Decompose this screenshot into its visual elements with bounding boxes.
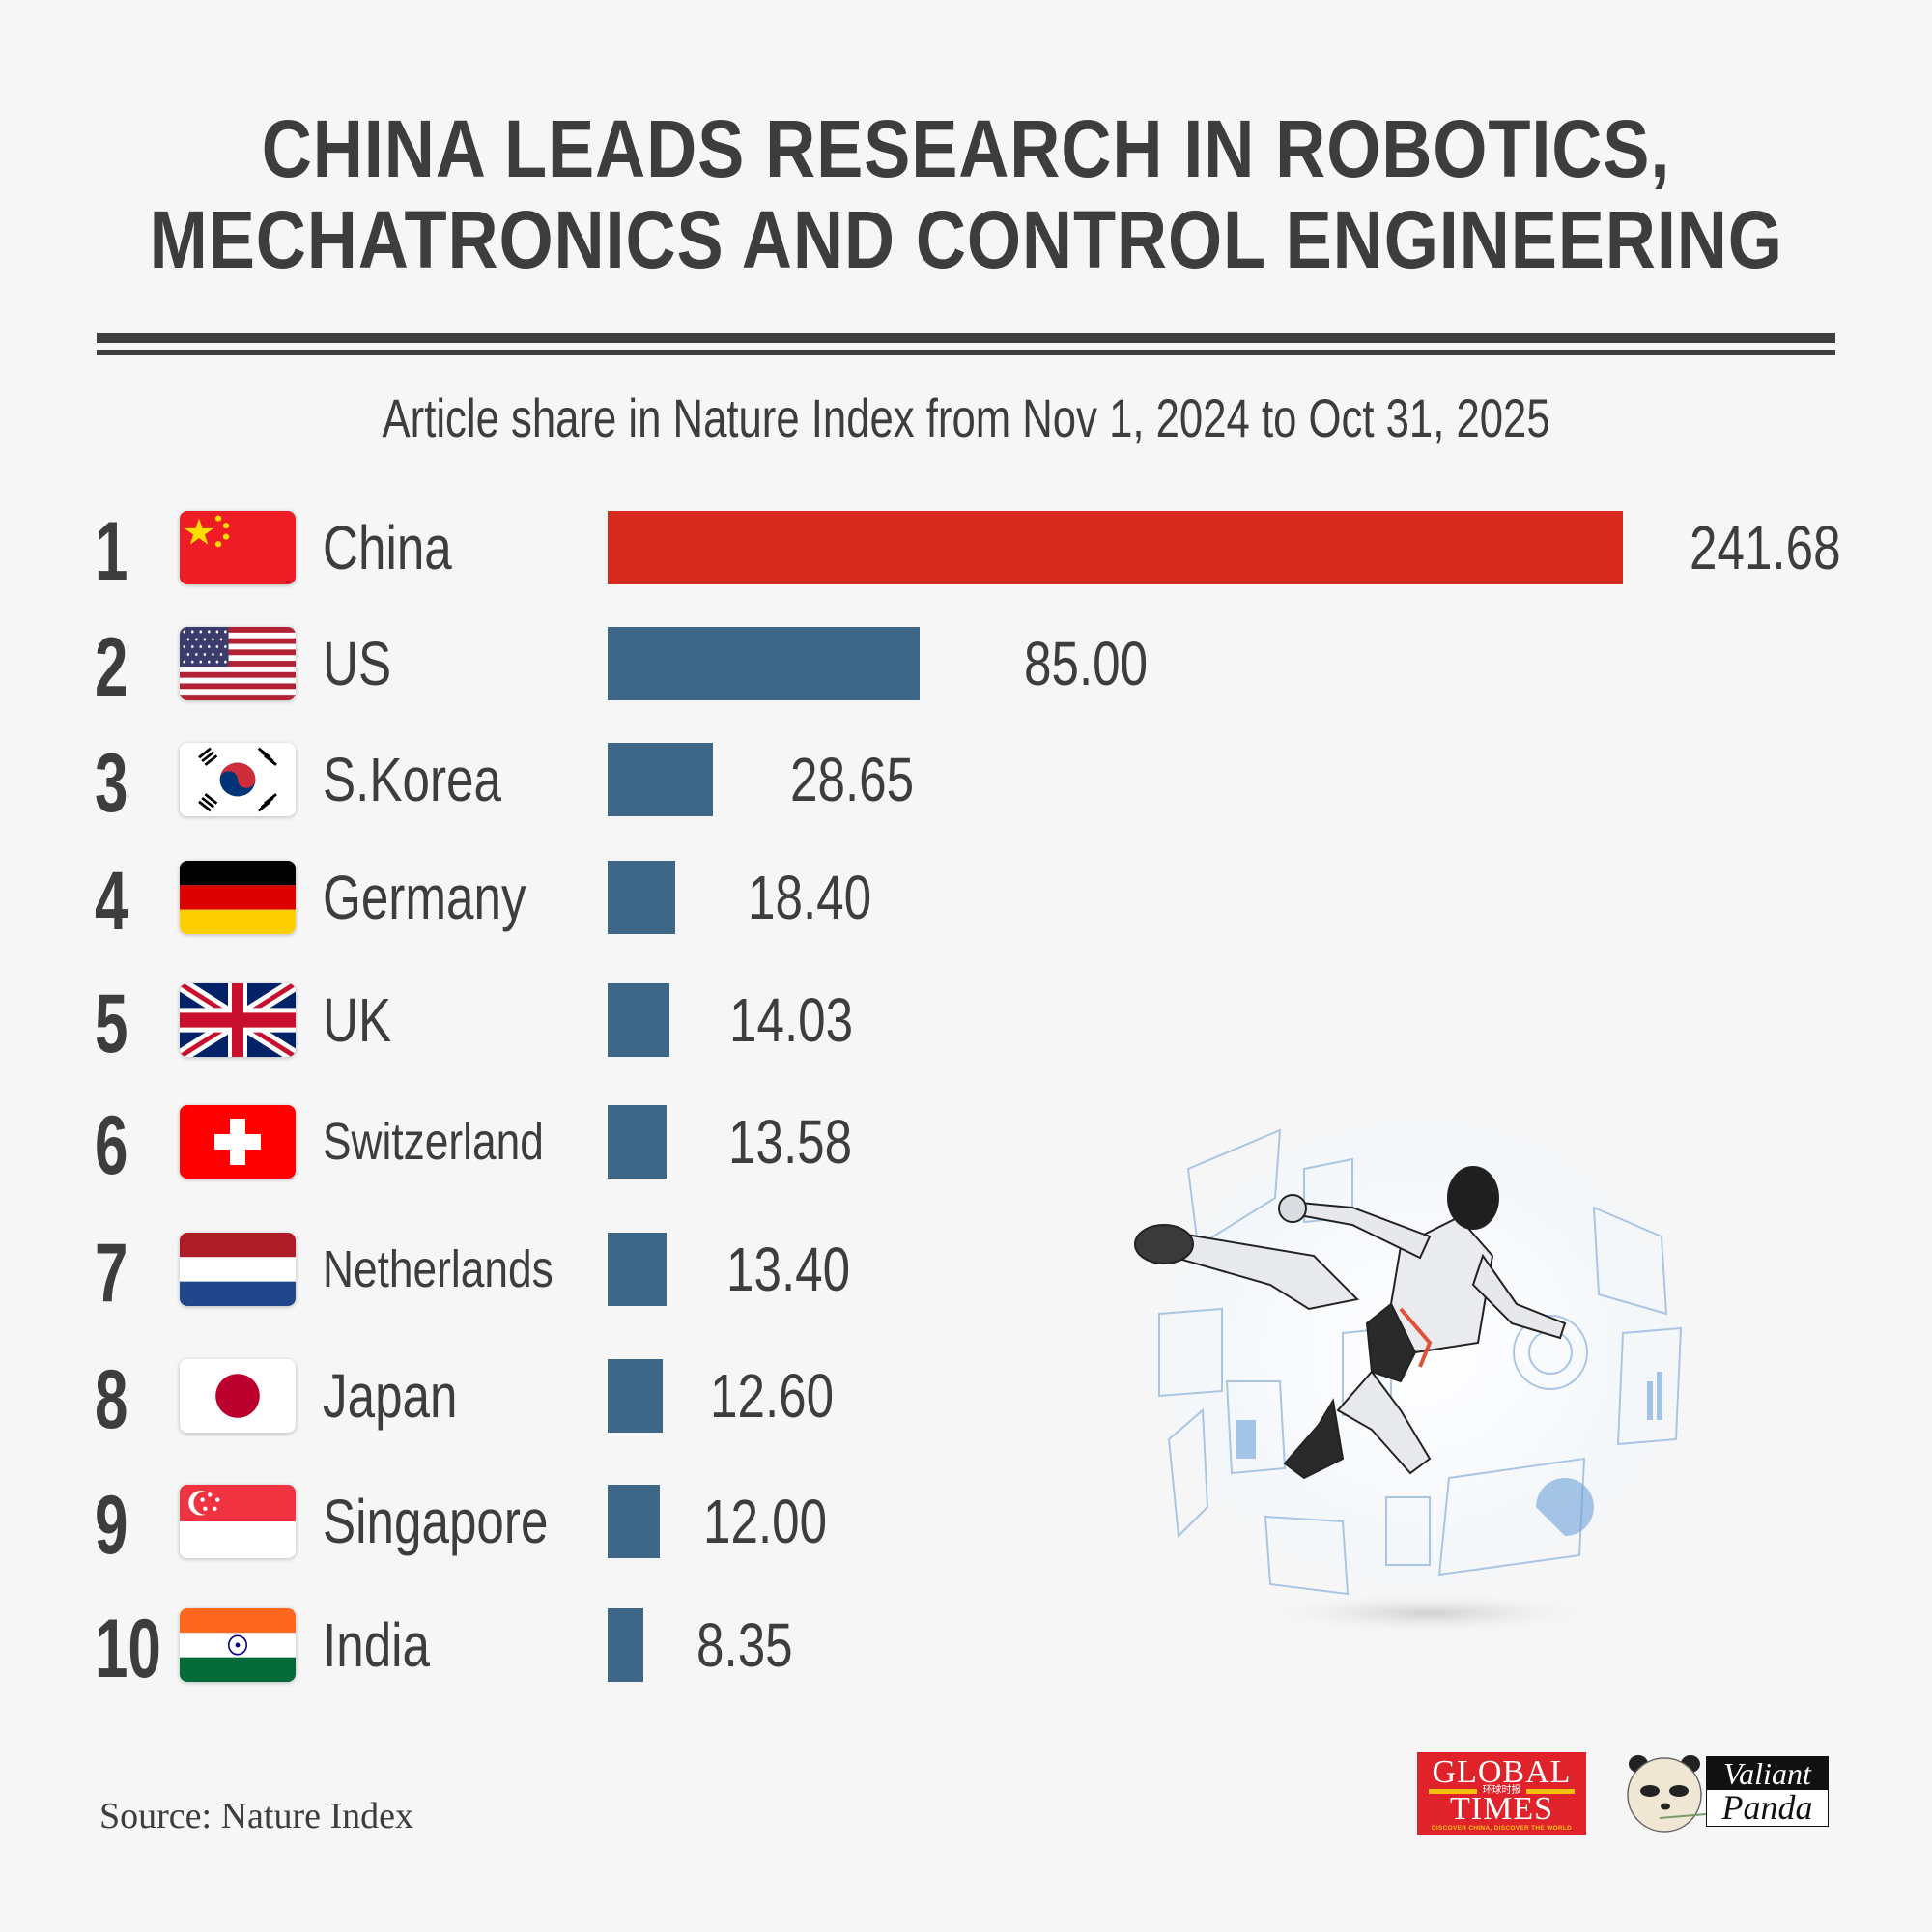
country-label: Switzerland bbox=[323, 1113, 544, 1171]
value-label: 18.40 bbox=[748, 863, 872, 932]
chart-row-switzerland: 6 Switzerland 13.58 bbox=[0, 1099, 1932, 1192]
rank-number: 9 bbox=[95, 1479, 128, 1572]
valiant-panda-logo-bottom: Panda bbox=[1721, 1788, 1813, 1827]
rank-number: 1 bbox=[95, 505, 128, 598]
rank-number: 7 bbox=[95, 1227, 128, 1320]
country-label: S.Korea bbox=[323, 745, 501, 814]
global-times-logo-chinese: 环球时报 bbox=[1477, 1784, 1526, 1798]
chart-row-netherlands: 7 Netherlands 13.40 bbox=[0, 1232, 1932, 1315]
india-flag-icon bbox=[180, 1608, 296, 1682]
value-label: 13.58 bbox=[728, 1107, 853, 1177]
country-label: Singapore bbox=[323, 1487, 549, 1556]
subtitle-text: Article share in Nature Index from Nov 1… bbox=[382, 387, 1550, 448]
global-times-logo-bottom: TIMES bbox=[1450, 1791, 1553, 1827]
country-label: China bbox=[323, 513, 452, 582]
rank-number: 10 bbox=[95, 1603, 161, 1695]
source-note: Source: Nature Index bbox=[99, 1796, 413, 1836]
title-text-2: MECHATRONICS AND CONTROL ENGINEERING bbox=[149, 194, 1783, 285]
chart-row-singapore: 9 Singapore 12.00 bbox=[0, 1484, 1932, 1567]
singapore-flag-icon bbox=[180, 1485, 296, 1558]
germany-flag-icon bbox=[180, 861, 296, 934]
japan-flag-icon bbox=[180, 1359, 296, 1433]
chart-row-germany: 4 Germany 18.40 bbox=[0, 860, 1932, 943]
value-label: 8.35 bbox=[696, 1610, 793, 1680]
bar-netherlands bbox=[608, 1233, 667, 1306]
bar-switzerland bbox=[608, 1105, 667, 1179]
country-label: Japan bbox=[323, 1361, 458, 1431]
country-label: Netherlands bbox=[323, 1240, 554, 1298]
title-rule-thin bbox=[97, 350, 1835, 355]
value-label: 241.68 bbox=[1690, 513, 1841, 582]
value-label: 12.00 bbox=[703, 1487, 828, 1556]
rank-number: 3 bbox=[95, 737, 128, 830]
rank-number: 4 bbox=[95, 855, 128, 948]
chart-row-us: 2 US 85.00 bbox=[0, 626, 1932, 709]
chart-row-uk: 5 UK 14.03 bbox=[0, 982, 1932, 1065]
bar-us bbox=[608, 627, 920, 700]
robot-illustration bbox=[1111, 1092, 1729, 1652]
rank-number: 2 bbox=[95, 621, 128, 714]
rank-number: 6 bbox=[95, 1099, 128, 1192]
title-rule-thick bbox=[97, 333, 1835, 343]
panda-mascot-icon bbox=[1621, 1750, 1708, 1835]
value-label: 13.40 bbox=[726, 1235, 851, 1304]
global-times-logo: GLOBAL 环球时报 TIMES DISCOVER CHINA, DISCOV… bbox=[1417, 1752, 1586, 1835]
country-label: India bbox=[323, 1610, 431, 1680]
chart-row-s-korea: 3 S.Korea 28.65 bbox=[0, 742, 1932, 825]
value-label: 14.03 bbox=[729, 985, 854, 1055]
value-label: 12.60 bbox=[710, 1361, 835, 1431]
country-label: US bbox=[323, 629, 392, 698]
value-label: 85.00 bbox=[1024, 629, 1149, 698]
chart-row-india: 10 India 8.35 bbox=[0, 1607, 1932, 1690]
value-label: 28.65 bbox=[790, 745, 915, 814]
bar-china bbox=[608, 511, 1623, 584]
chart-subtitle: Article share in Nature Index from Nov 1… bbox=[0, 384, 1932, 452]
page-title-line-2: MECHATRONICS AND CONTROL ENGINEERING bbox=[0, 199, 1932, 280]
country-label: UK bbox=[323, 985, 392, 1055]
global-times-logo-tagline: DISCOVER CHINA, DISCOVER THE WORLD bbox=[1431, 1825, 1573, 1832]
uk-flag-icon bbox=[180, 983, 296, 1057]
bar-s-korea bbox=[608, 743, 713, 816]
us-flag-icon bbox=[180, 627, 296, 700]
bar-japan bbox=[608, 1359, 663, 1433]
page-title-line-1: CHINA LEADS RESEARCH IN ROBOTICS, bbox=[0, 108, 1932, 189]
china-flag-icon bbox=[180, 511, 296, 584]
switzerland-flag-icon bbox=[180, 1105, 296, 1179]
title-text-1: CHINA LEADS RESEARCH IN ROBOTICS, bbox=[261, 103, 1671, 194]
global-times-logo-top: GLOBAL bbox=[1432, 1754, 1572, 1790]
country-label: Germany bbox=[323, 863, 526, 932]
chart-row-japan: 8 Japan 12.60 bbox=[0, 1353, 1932, 1446]
rank-number: 5 bbox=[95, 978, 128, 1070]
bar-singapore bbox=[608, 1485, 660, 1558]
rank-number: 8 bbox=[95, 1353, 128, 1446]
valiant-panda-logo-top: Valiant bbox=[1707, 1757, 1828, 1790]
netherlands-flag-icon bbox=[180, 1233, 296, 1306]
bar-germany bbox=[608, 861, 675, 934]
bar-uk bbox=[608, 983, 669, 1057]
bar-india bbox=[608, 1608, 643, 1682]
chart-row-china: 1 China 241.68 bbox=[0, 510, 1932, 593]
south-korea-flag-icon bbox=[180, 743, 296, 816]
valiant-panda-logo: Valiant Panda bbox=[1706, 1756, 1829, 1827]
